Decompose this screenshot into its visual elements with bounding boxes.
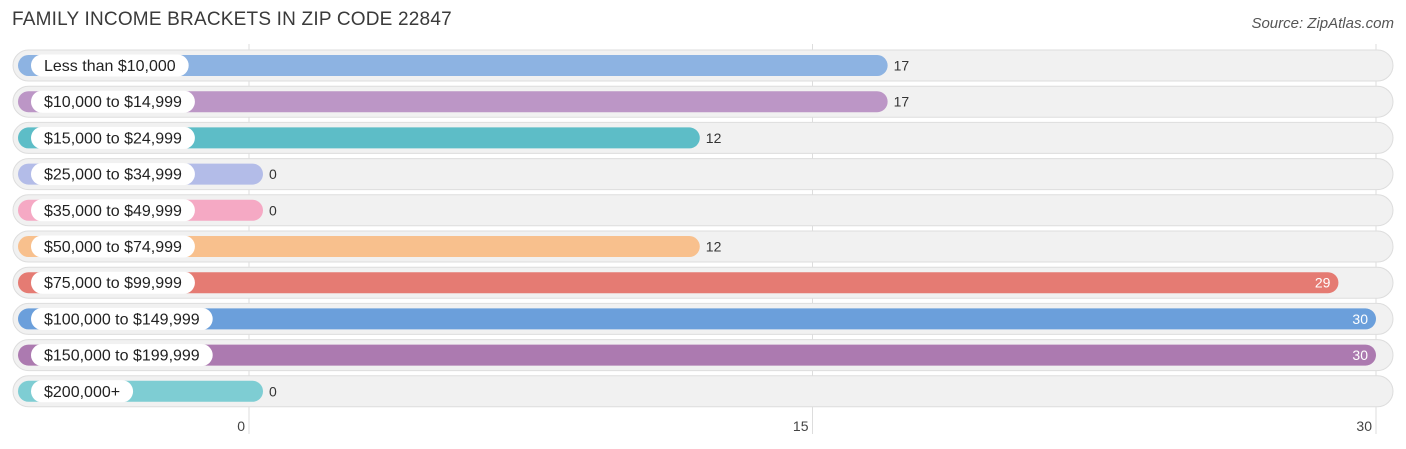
chart-source: Source: ZipAtlas.com <box>1251 15 1394 32</box>
bar <box>18 272 1339 294</box>
value-label: 30 <box>1352 347 1368 363</box>
value-label: 0 <box>269 383 277 399</box>
category-label: $50,000 to $74,999 <box>44 239 182 256</box>
row-track <box>12 375 1394 408</box>
category-pill <box>31 235 195 258</box>
value-label: 12 <box>706 130 722 146</box>
category-pill <box>31 199 195 222</box>
x-tick-label: 0 <box>237 418 245 434</box>
category-label: Less than $10,000 <box>44 58 176 75</box>
value-label: 12 <box>706 239 722 255</box>
category-pill <box>31 344 213 367</box>
category-label: $15,000 to $24,999 <box>44 130 182 147</box>
category-pill <box>31 271 195 294</box>
row-track <box>12 194 1394 227</box>
rows-layer: Less than $10,000 17 $10,000 to $14,999 17 $… <box>12 49 1394 408</box>
x-axis-ticks: 0 15 30 <box>237 418 1372 434</box>
category-pill <box>31 163 195 186</box>
category-label: $25,000 to $34,999 <box>44 167 182 184</box>
value-label: 17 <box>894 94 910 110</box>
category-pill <box>31 126 195 149</box>
category-pill <box>31 307 213 330</box>
category-label: $75,000 to $99,999 <box>44 275 182 292</box>
value-label: 0 <box>269 166 277 182</box>
value-label: 17 <box>894 58 910 74</box>
row-track <box>12 158 1394 191</box>
chart-title: FAMILY INCOME BRACKETS IN ZIP CODE 22847 <box>12 9 452 30</box>
category-pill <box>31 90 195 113</box>
bar <box>18 55 888 76</box>
value-label: 30 <box>1352 311 1368 327</box>
x-tick-label: 30 <box>1356 418 1372 434</box>
value-label: 0 <box>269 202 277 218</box>
bar <box>18 344 1376 366</box>
bar <box>18 91 888 113</box>
x-tick-label: 15 <box>793 418 809 434</box>
category-pill <box>31 54 189 77</box>
category-pill <box>31 380 134 403</box>
category-label: $10,000 to $14,999 <box>44 94 182 111</box>
category-label: $100,000 to $149,999 <box>44 311 200 328</box>
bar <box>18 308 1376 330</box>
value-label: 29 <box>1315 275 1331 291</box>
category-label: $35,000 to $49,999 <box>44 203 182 220</box>
category-label: $200,000+ <box>44 384 120 401</box>
category-label: $150,000 to $199,999 <box>44 348 200 365</box>
